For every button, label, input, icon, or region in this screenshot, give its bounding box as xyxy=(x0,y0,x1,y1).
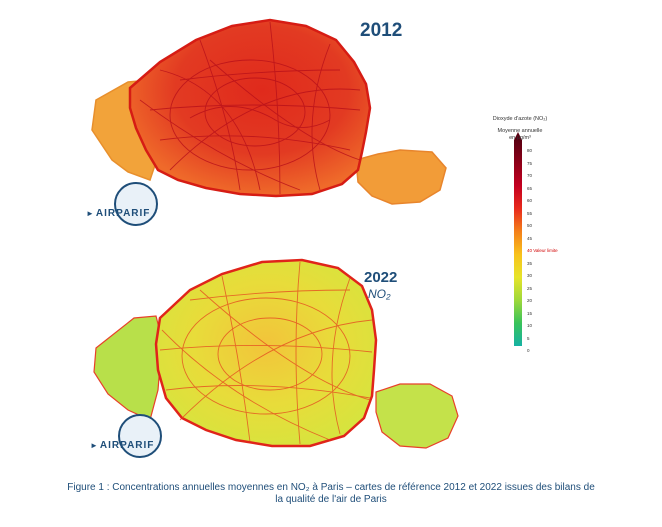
legend-tick: 15 xyxy=(527,310,533,316)
legend-subtitle-line2: en µg/m³ xyxy=(509,135,531,141)
figure-caption: Figure 1 : Concentrations annuelles moye… xyxy=(0,482,662,506)
legend-tick: 60 xyxy=(527,198,533,203)
legend-subtitle-line1: Moyenne annuelle xyxy=(497,128,543,134)
legend-tick: 75 xyxy=(527,160,533,166)
legend-tick: 35 xyxy=(527,260,533,266)
caption-line-1: Figure 1 : Concentrations annuelles moye… xyxy=(67,482,595,493)
eiffel-tower-icon xyxy=(118,414,162,458)
legend-colorbar xyxy=(514,132,522,346)
paris-2012-east-wood xyxy=(355,149,447,205)
legend-tick: 20 xyxy=(527,298,533,303)
legend-tick: 65 xyxy=(527,185,533,191)
legend-tick: 50 xyxy=(527,223,533,228)
roads-2022 xyxy=(159,261,373,445)
paris-2012-city xyxy=(128,18,372,198)
legend-tick: 5 xyxy=(527,335,530,341)
legend-arrow xyxy=(514,132,522,140)
legend: Dioxyde d'azote (NO₂) Moyenne annuelle e… xyxy=(465,110,575,355)
airparif-logo-2022: ►AIRPARIF xyxy=(84,408,204,468)
eiffel-tower-icon xyxy=(114,182,158,226)
legend-tick: 70 xyxy=(527,173,533,178)
year-label-2022: 2022 xyxy=(364,269,397,286)
legend-title: Dioxyde d'azote (NO₂) xyxy=(492,116,548,122)
pollutant-label: NO₂ xyxy=(368,287,391,301)
legend-tick: 40 Valeur limite xyxy=(527,248,558,253)
legend-tick: 0 xyxy=(527,348,530,353)
legend-tick: 25 xyxy=(527,285,533,291)
airparif-logo-2012: ►AIRPARIF xyxy=(80,176,200,236)
airparif-logo-text: ►AIRPARIF xyxy=(90,440,155,451)
map-2022: 2022 NO₂ xyxy=(93,258,459,449)
year-label-2012: 2012 xyxy=(360,20,402,41)
maps-canvas: 2012 2022 NO₂ xyxy=(91,18,522,449)
paris-2022-east-wood xyxy=(375,383,459,449)
roads-2012 xyxy=(139,21,361,195)
caption-line-2: la qualité de l'air de Paris xyxy=(275,494,387,505)
map-2012: 2012 xyxy=(91,18,447,205)
legend-tick: 80 xyxy=(527,148,533,153)
airparif-logo-text: ►AIRPARIF xyxy=(86,208,151,219)
legend-tick: 55 xyxy=(527,210,533,216)
legend-gradient-bar xyxy=(514,140,522,346)
legend-tick: 10 xyxy=(527,323,533,328)
paris-2022-west-wood xyxy=(93,315,163,421)
legend-tick: 45 xyxy=(527,235,533,241)
legend-tick: 30 xyxy=(527,273,533,278)
